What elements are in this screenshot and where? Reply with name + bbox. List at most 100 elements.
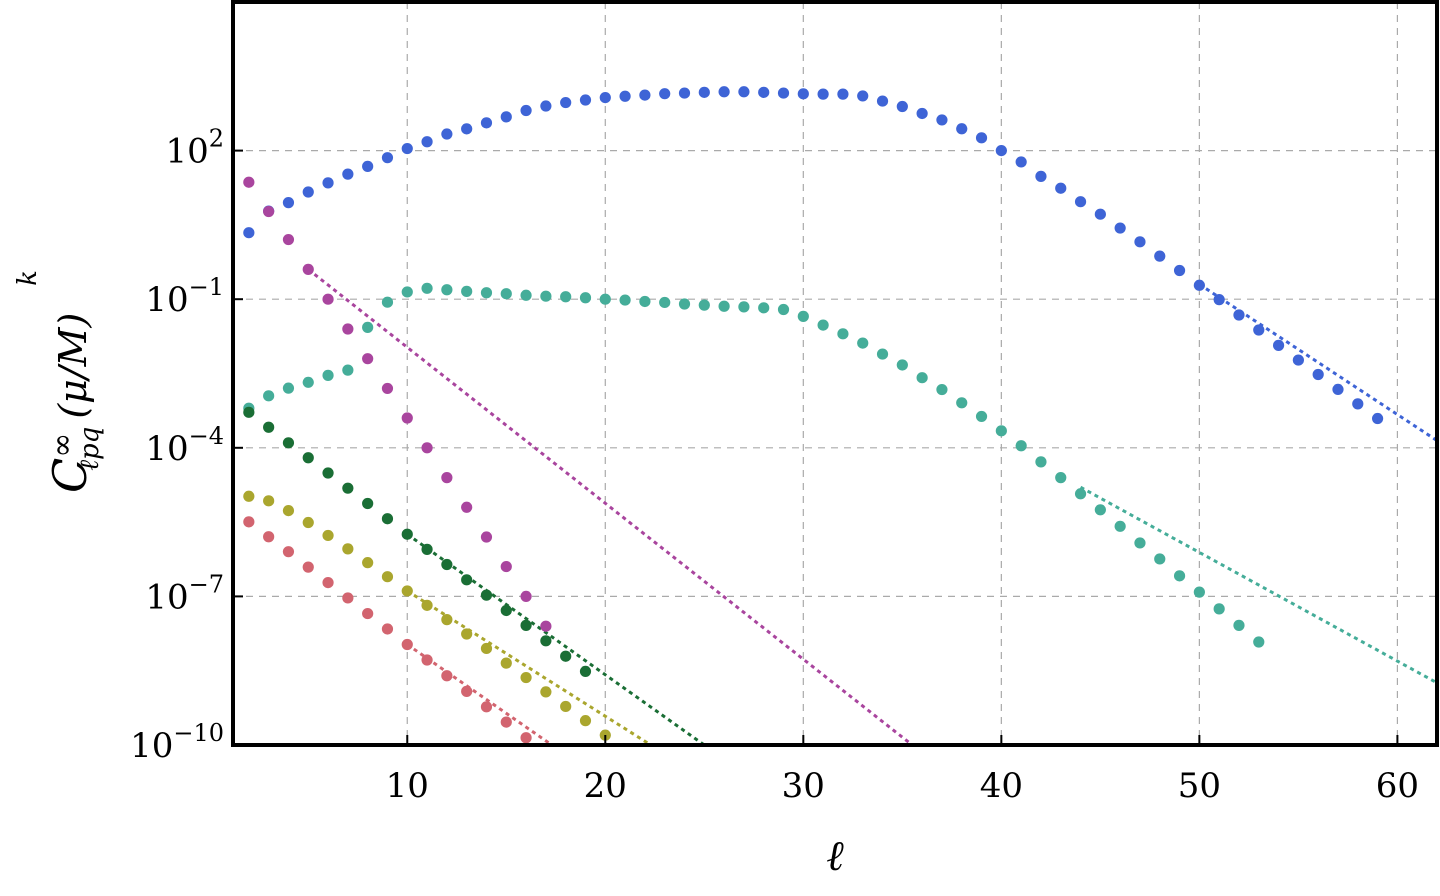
data-point-series-1 xyxy=(916,107,928,120)
data-point-series-1 xyxy=(1371,412,1384,425)
data-point-series-4 xyxy=(243,406,255,418)
fit-line-3 xyxy=(1079,485,1438,685)
data-point-series-4 xyxy=(520,619,532,631)
data-point-series-5 xyxy=(560,700,572,713)
data-point-series-6 xyxy=(401,638,413,651)
y-tick-label: 10−10 xyxy=(130,719,224,766)
data-point-series-1 xyxy=(1015,156,1027,168)
data-point-series-1 xyxy=(599,91,611,104)
data-point-series-3 xyxy=(560,291,572,303)
data-point-series-6 xyxy=(263,531,275,543)
data-point-series-3 xyxy=(698,299,710,311)
data-point-series-1 xyxy=(381,152,394,164)
grid-lines xyxy=(233,2,1437,745)
data-point-series-4 xyxy=(500,604,512,617)
data-point-series-4 xyxy=(441,558,453,571)
data-point-series-3 xyxy=(975,410,988,423)
data-point-series-3 xyxy=(322,369,334,381)
data-point-series-1 xyxy=(342,168,354,180)
data-point-series-3 xyxy=(797,310,809,322)
data-point-series-1 xyxy=(1074,196,1087,208)
data-point-series-3 xyxy=(362,321,374,333)
data-point-series-1 xyxy=(1292,354,1304,366)
data-point-series-6 xyxy=(243,516,255,528)
data-point-series-1 xyxy=(777,87,790,99)
data-point-series-2 xyxy=(362,353,374,365)
x-tick-label: 30 xyxy=(782,766,825,806)
data-point-series-3 xyxy=(401,286,413,298)
data-point-series-3 xyxy=(1233,619,1245,631)
data-point-series-3 xyxy=(639,295,651,308)
data-point-series-3 xyxy=(263,390,275,402)
data-point-series-3 xyxy=(896,359,908,371)
y-label-top: k xyxy=(13,270,43,286)
data-point-series-1 xyxy=(1055,182,1067,194)
data-point-series-2 xyxy=(421,442,433,454)
data-point-series-2 xyxy=(441,472,453,484)
data-point-series-4 xyxy=(579,665,592,678)
data-points xyxy=(243,86,1384,744)
data-point-series-1 xyxy=(619,90,631,102)
data-point-series-6 xyxy=(282,546,295,558)
x-axis-label: ℓ xyxy=(826,831,844,880)
data-point-series-2 xyxy=(243,176,255,188)
data-point-series-3 xyxy=(659,296,671,309)
data-point-series-3 xyxy=(520,289,532,301)
data-point-series-1 xyxy=(857,90,869,102)
x-tick-label: 60 xyxy=(1376,766,1419,806)
data-point-series-3 xyxy=(758,302,770,314)
y-tick-label: 10−1 xyxy=(145,273,224,320)
x-tick-label: 20 xyxy=(584,766,627,806)
data-point-series-5 xyxy=(520,671,532,684)
data-point-series-1 xyxy=(560,96,572,109)
data-point-series-3 xyxy=(282,382,295,394)
data-point-series-1 xyxy=(678,87,691,99)
data-point-series-1 xyxy=(1173,264,1186,277)
data-point-series-3 xyxy=(599,293,611,305)
data-point-series-3 xyxy=(381,296,394,308)
data-point-series-3 xyxy=(540,290,552,302)
data-point-series-1 xyxy=(243,227,255,239)
data-point-series-3 xyxy=(1015,440,1027,452)
fit-line-1 xyxy=(1198,283,1438,442)
data-point-series-4 xyxy=(322,467,334,479)
fit-lines xyxy=(307,268,1438,745)
data-point-series-1 xyxy=(461,123,473,135)
data-point-series-1 xyxy=(1233,309,1245,321)
data-point-series-3 xyxy=(302,376,314,388)
data-point-series-3 xyxy=(1134,537,1146,549)
data-point-series-3 xyxy=(1193,586,1205,598)
data-point-series-1 xyxy=(282,197,295,209)
x-tick-label: 10 xyxy=(386,766,429,806)
x-tick-label: 40 xyxy=(980,766,1023,806)
data-point-series-1 xyxy=(540,100,552,112)
data-point-series-4 xyxy=(282,437,295,449)
data-point-series-3 xyxy=(461,285,473,297)
data-point-series-4 xyxy=(263,421,275,433)
data-point-series-3 xyxy=(579,292,592,304)
data-point-series-3 xyxy=(480,287,493,299)
data-point-series-1 xyxy=(421,136,433,148)
fit-line-6 xyxy=(406,643,553,745)
data-point-series-6 xyxy=(381,623,394,635)
data-point-series-4 xyxy=(461,574,473,586)
y-axis-label: k C∞ℓpq (μ/M) xyxy=(13,270,105,493)
data-point-series-3 xyxy=(1114,520,1126,532)
data-point-series-2 xyxy=(401,412,413,424)
data-point-series-1 xyxy=(659,88,671,100)
data-point-series-4 xyxy=(362,497,374,510)
data-point-series-3 xyxy=(441,284,453,296)
data-point-series-1 xyxy=(758,86,770,98)
data-point-series-5 xyxy=(401,585,413,597)
data-point-series-5 xyxy=(263,495,275,507)
data-point-series-1 xyxy=(1094,208,1106,220)
data-point-series-3 xyxy=(500,288,512,300)
data-point-series-2 xyxy=(282,233,295,246)
svg-text:k: k xyxy=(13,270,43,286)
data-point-series-1 xyxy=(322,177,334,189)
data-point-series-3 xyxy=(777,303,790,316)
y-tick-label: 102 xyxy=(165,125,224,172)
data-point-series-5 xyxy=(381,571,394,583)
data-point-series-1 xyxy=(995,145,1007,157)
data-point-series-4 xyxy=(401,528,413,540)
